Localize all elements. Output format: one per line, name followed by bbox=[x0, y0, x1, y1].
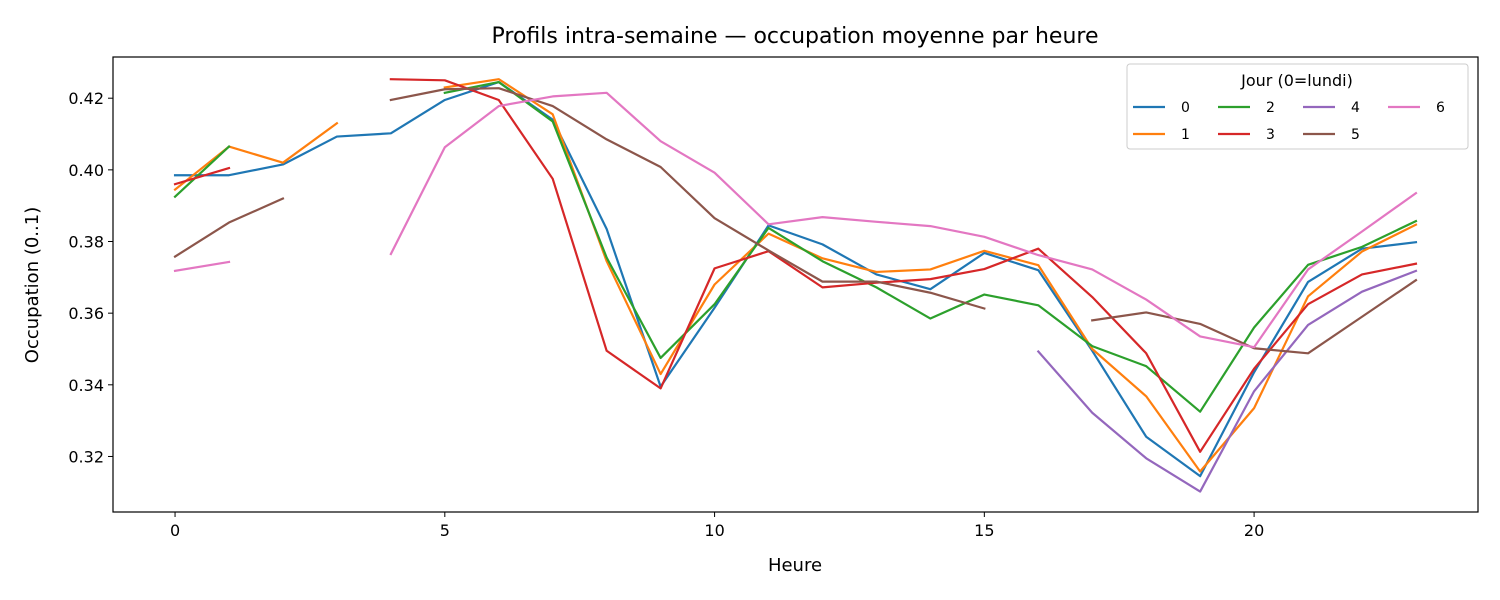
y-tick-label: 0.32 bbox=[68, 447, 104, 466]
series-line-3 bbox=[173, 78, 1418, 453]
y-tick-label: 0.34 bbox=[68, 376, 104, 395]
series-line-6 bbox=[173, 91, 1418, 349]
legend-label-5: 5 bbox=[1351, 127, 1360, 143]
plot-frame bbox=[112, 56, 1479, 513]
x-tick-label: 0 bbox=[170, 521, 180, 540]
x-axis: 0 5 10 15 20 bbox=[170, 512, 1264, 540]
legend-label-0: 0 bbox=[1181, 100, 1190, 116]
legend: Jour (0=lundi) 0 1 2 3 4 5 6 bbox=[1126, 63, 1469, 150]
series-line-1 bbox=[173, 78, 1418, 473]
y-tick-label: 0.38 bbox=[68, 233, 104, 252]
x-tick-label: 5 bbox=[440, 521, 450, 540]
x-tick-label: 20 bbox=[1244, 521, 1264, 540]
chart-title: Profils intra-semaine — occupation moyen… bbox=[492, 24, 1099, 49]
legend-label-1: 1 bbox=[1181, 127, 1190, 143]
legend-box bbox=[1126, 63, 1469, 150]
legend-label-3: 3 bbox=[1266, 127, 1275, 143]
y-axis-label: Occupation (0..1) bbox=[22, 207, 43, 363]
legend-label-6: 6 bbox=[1436, 100, 1445, 116]
plot-area bbox=[173, 78, 1418, 493]
series-line-4 bbox=[1036, 269, 1418, 493]
legend-title: Jour (0=lundi) bbox=[1240, 71, 1353, 90]
y-tick-label: 0.36 bbox=[68, 304, 104, 323]
y-tick-label: 0.40 bbox=[68, 161, 104, 180]
legend-entries: 0 1 2 3 4 5 6 bbox=[1133, 100, 1445, 143]
series-line-0 bbox=[173, 80, 1418, 478]
legend-label-2: 2 bbox=[1266, 100, 1275, 116]
x-axis-label: Heure bbox=[768, 555, 822, 576]
series-line-2 bbox=[173, 80, 1418, 413]
x-tick-label: 10 bbox=[704, 521, 724, 540]
x-tick-label: 15 bbox=[974, 521, 994, 540]
legend-label-4: 4 bbox=[1351, 100, 1360, 116]
y-tick-label: 0.42 bbox=[68, 89, 104, 108]
y-axis: 0.32 0.34 0.36 0.38 0.40 0.42 bbox=[68, 89, 113, 466]
